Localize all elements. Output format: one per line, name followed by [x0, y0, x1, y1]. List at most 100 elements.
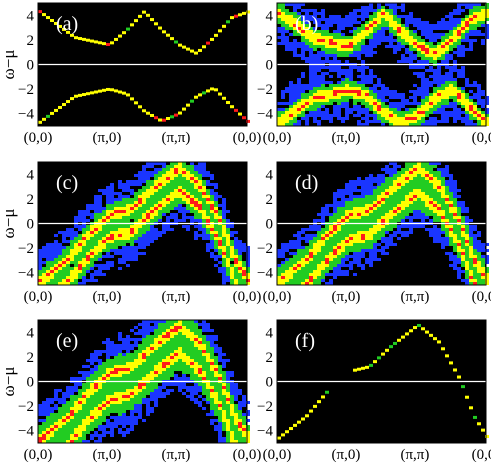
intensity-cell	[178, 177, 182, 180]
intensity-cell	[170, 320, 174, 323]
intensity-cell	[114, 377, 118, 380]
intensity-cell	[174, 323, 178, 326]
intensity-cell	[301, 267, 305, 270]
intensity-cell	[465, 246, 469, 249]
intensity-cell	[118, 216, 122, 219]
intensity-cell	[158, 335, 162, 338]
intensity-cell	[421, 33, 425, 36]
intensity-cell	[74, 94, 78, 98]
intensity-cell	[413, 210, 417, 213]
intensity-cell	[413, 207, 417, 210]
intensity-cell	[162, 180, 166, 183]
intensity-cell	[369, 18, 373, 21]
intensity-cell	[453, 33, 457, 36]
intensity-cell	[401, 210, 405, 213]
intensity-cell	[301, 21, 305, 24]
intensity-cell	[445, 39, 449, 42]
intensity-cell	[130, 183, 134, 186]
intensity-cell	[445, 207, 449, 210]
intensity-cell	[413, 198, 417, 201]
intensity-cell	[461, 96, 465, 99]
intensity-cell	[301, 102, 305, 105]
intensity-cell	[485, 243, 489, 246]
intensity-cell	[465, 228, 469, 231]
intensity-cell	[441, 99, 445, 102]
intensity-cell	[373, 117, 377, 120]
intensity-cell	[365, 120, 369, 123]
intensity-cell	[190, 201, 194, 204]
intensity-cell	[457, 189, 461, 192]
intensity-cell	[357, 105, 361, 108]
intensity-cell	[381, 117, 385, 120]
intensity-cell	[289, 240, 293, 243]
intensity-cell	[106, 264, 110, 267]
intensity-cell	[369, 33, 373, 36]
intensity-cell	[293, 105, 297, 108]
intensity-cell	[349, 243, 353, 246]
intensity-cell	[86, 374, 90, 377]
intensity-cell	[353, 204, 357, 207]
intensity-cell	[82, 273, 86, 276]
intensity-cell	[309, 102, 313, 105]
intensity-cell	[150, 356, 154, 359]
intensity-cell	[321, 231, 325, 234]
intensity-cell	[102, 413, 106, 416]
intensity-cell	[98, 395, 102, 398]
intensity-cell	[437, 198, 441, 201]
intensity-cell	[357, 183, 361, 186]
intensity-cell	[38, 428, 42, 431]
intensity-cell	[389, 234, 393, 237]
intensity-cell	[325, 45, 329, 48]
intensity-cell	[186, 386, 190, 389]
intensity-cell	[190, 329, 194, 332]
intensity-cell	[178, 329, 182, 332]
intensity-cell	[162, 338, 166, 341]
intensity-cell	[341, 96, 345, 99]
intensity-cell	[138, 347, 142, 350]
intensity-cell	[106, 252, 110, 255]
x-tick-label: (π,0)	[332, 130, 361, 146]
x-tick-label: (0,0)	[472, 289, 491, 305]
intensity-cell	[114, 350, 118, 353]
intensity-cell	[425, 216, 429, 219]
intensity-cell	[349, 207, 353, 210]
intensity-cell	[174, 377, 178, 380]
intensity-cell	[94, 386, 98, 389]
intensity-cell	[365, 225, 369, 228]
intensity-cell	[457, 18, 461, 21]
intensity-cell	[349, 231, 353, 234]
intensity-cell	[297, 264, 301, 267]
intensity-cell	[98, 219, 102, 222]
intensity-cell	[481, 99, 485, 102]
intensity-cell	[122, 344, 126, 347]
intensity-cell	[106, 341, 110, 344]
intensity-cell	[198, 401, 202, 404]
intensity-cell	[389, 174, 393, 177]
intensity-cell	[218, 225, 222, 228]
intensity-cell	[321, 45, 325, 48]
intensity-cell	[345, 234, 349, 237]
intensity-cell	[413, 216, 417, 219]
intensity-cell	[222, 252, 226, 255]
intensity-cell	[106, 228, 110, 231]
y-tick-label: 4	[27, 8, 35, 24]
intensity-cell	[94, 353, 98, 356]
intensity-cell	[162, 171, 166, 174]
intensity-cell	[421, 180, 425, 183]
intensity-cell	[385, 165, 389, 168]
intensity-cell	[461, 111, 465, 114]
intensity-cell	[465, 219, 469, 222]
intensity-cell	[485, 36, 489, 39]
intensity-cell	[114, 389, 118, 392]
intensity-cell	[473, 255, 477, 258]
intensity-cell	[146, 183, 150, 186]
intensity-cell	[293, 252, 297, 255]
intensity-cell	[401, 219, 405, 222]
intensity-cell	[118, 371, 122, 374]
intensity-cell	[445, 36, 449, 39]
intensity-cell	[317, 42, 321, 45]
intensity-cell	[481, 273, 485, 276]
intensity-cell	[162, 323, 166, 326]
intensity-cell	[46, 16, 50, 20]
intensity-cell	[106, 186, 110, 189]
